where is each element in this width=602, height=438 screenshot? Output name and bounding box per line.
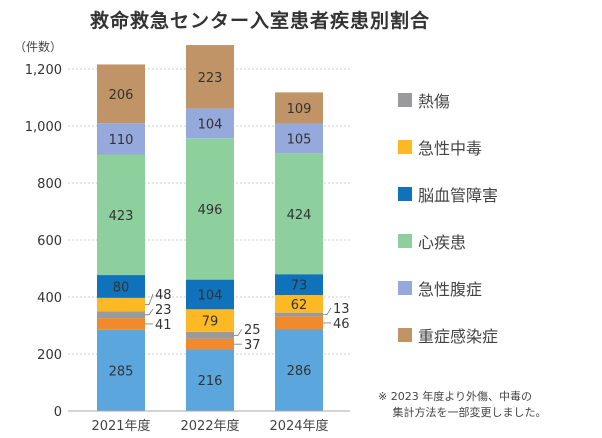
bar-segment [275,316,323,330]
data-label: 285 [109,364,134,379]
data-label: 25 [244,323,261,338]
data-label: 206 [109,88,134,103]
bar-segment [275,153,323,275]
data-label: 104 [198,117,223,132]
y-tick-label: 400 [37,291,62,306]
legend-item: 心疾患 [398,217,498,264]
bar-segment [97,311,145,319]
data-label: 424 [287,208,312,223]
x-tick-label: 2024年度 [269,418,328,434]
bar-segment [97,154,145,276]
x-tick-label: 2021年度 [91,418,150,434]
bar-segment [97,123,145,155]
annotation-note: ※ 2023 年度より外傷、中毒の 集計方法を一部変更しました。 [378,390,547,419]
bar-segment [275,295,323,313]
legend-item: 重症感染症 [398,311,498,358]
data-label: 37 [244,338,261,353]
data-label-leader [145,293,154,306]
bar-segment [186,338,234,350]
legend-swatch [398,92,412,107]
bar-segment [275,92,323,124]
data-label: 23 [155,303,172,318]
data-label: 48 [155,288,172,303]
legend-label: 熱傷 [418,91,451,111]
chart-title: 救命救急センター入室患者疾患別割合 [89,10,430,32]
bar-segment [97,275,145,298]
legend-swatch [398,139,412,154]
data-label: 423 [109,209,134,224]
y-tick-label: 600 [37,234,62,249]
y-tick-label: 1,000 [25,120,62,135]
legend-swatch [398,280,412,295]
legend-item: 急性腹症 [398,264,498,311]
bar-segment [97,318,145,330]
legend-item: 急性中毒 [398,123,498,170]
data-label-leader [234,328,243,336]
bar-segment [186,309,234,332]
x-tick-label: 2022年度 [180,418,239,434]
y-tick-label: 0 [54,405,62,420]
legend-label: 心疾患 [418,232,467,252]
legend-swatch [398,186,412,201]
y-tick-label: 200 [37,348,62,363]
data-label: 73 [291,279,308,294]
data-label: 41 [155,318,172,333]
bar-segment [186,108,234,139]
data-label: 216 [198,374,223,389]
legend-label: 重症感染症 [418,326,499,346]
y-axis-label: （件数） [14,40,63,54]
data-label: 80 [113,280,130,295]
data-label: 62 [291,298,308,313]
bar-segment [186,279,234,310]
legend-swatch [398,233,412,248]
bar-segment [186,331,234,339]
data-label: 13 [333,302,350,317]
bar-segment [186,349,234,411]
data-label: 79 [202,315,219,330]
bar-segment [186,138,234,280]
data-label-leader [323,307,332,315]
data-label: 496 [198,203,223,218]
bar-segment [186,45,234,109]
legend-label: 脳血管障害 [418,185,499,205]
data-label: 109 [287,102,312,117]
bar-segment [97,297,145,312]
data-label: 223 [198,71,223,86]
bar-segment [97,329,145,411]
bar-segment [275,123,323,154]
legend-label: 急性中毒 [418,138,483,158]
data-label: 46 [333,317,350,332]
y-tick-label: 800 [37,177,62,192]
y-tick-label: 1,200 [25,63,62,78]
data-label-leader [145,308,154,316]
bar-segment [275,312,323,317]
data-label: 105 [287,132,312,147]
legend-item: 脳血管障害 [398,170,498,217]
data-label: 104 [198,288,223,303]
legend-swatch [398,327,412,342]
legend-label: 急性腹症 [418,279,483,299]
bar-segment [275,274,323,296]
legend-item: 熱傷 [398,76,498,123]
bar-segment [97,64,145,124]
bar-segment [275,329,323,411]
data-label: 286 [287,364,312,379]
data-label: 110 [109,133,134,148]
legend: 熱傷急性中毒脳血管障害心疾患急性腹症重症感染症 [398,76,498,358]
